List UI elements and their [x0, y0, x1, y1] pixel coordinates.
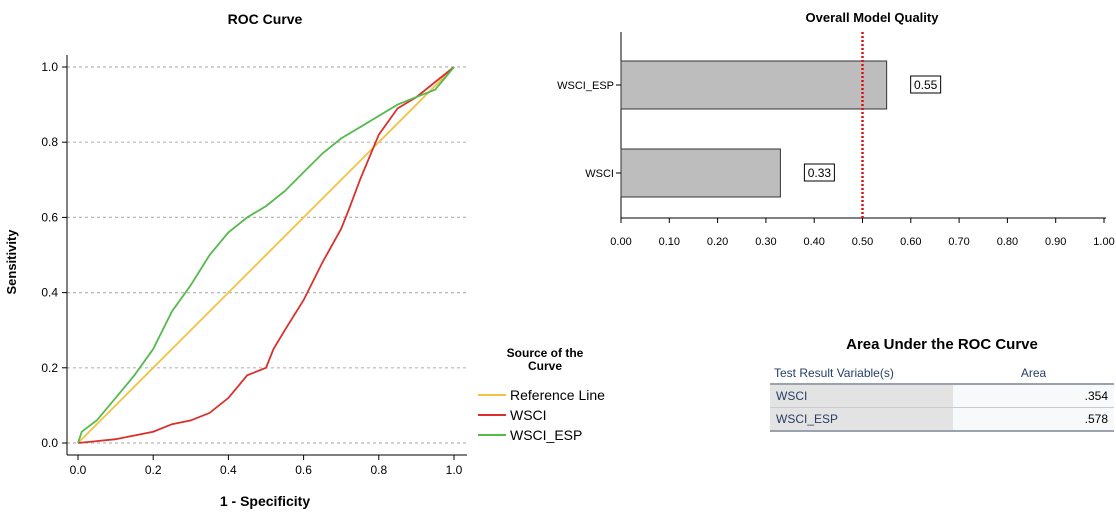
auc-area-cell: .354	[953, 384, 1114, 408]
roc-x-tick-label: 0.2	[145, 463, 162, 477]
auc-table: Test Result Variable(s) Area WSCI .354 W…	[770, 363, 1114, 432]
quality-x-tick-label: 0.90	[1045, 236, 1066, 248]
roc-y-tick-label: 0.2	[41, 361, 58, 375]
roc-series-wsci	[77, 66, 455, 444]
quality-title: Overall Model Quality	[806, 10, 940, 25]
bar	[620, 60, 888, 110]
auc-col-variable: Test Result Variable(s)	[770, 363, 953, 385]
table-row: WSCI .354	[770, 384, 1114, 408]
bar-value-label: 0.33	[808, 166, 832, 180]
roc-x-tick-label: 1.0	[446, 463, 463, 477]
roc-x-tick-label: 0.6	[295, 463, 312, 477]
auc-variable-cell: WSCI	[770, 384, 953, 408]
roc-x-tick-label: 0.0	[70, 463, 87, 477]
bar-value-label: 0.55	[914, 78, 938, 92]
auc-variable-cell: WSCI_ESP	[770, 407, 953, 432]
roc-y-tick-label: 0.4	[41, 286, 58, 300]
roc-x-axis-title: 1 - Specificity	[220, 493, 310, 509]
legend-title-line1: Source of the	[507, 346, 584, 360]
roc-x-tick-label: 0.8	[370, 463, 387, 477]
roc-chart: ROC Curve Sensitivity 1 - Specificity 0.…	[4, 11, 605, 509]
quality-x-tick-label: 0.10	[659, 236, 680, 248]
auc-panel: Area Under the ROC Curve Test Result Var…	[770, 336, 1114, 432]
quality-x-tick-label: 1.00	[1093, 236, 1114, 248]
bar-value-box	[803, 163, 835, 182]
roc-title: ROC Curve	[228, 11, 303, 27]
bar-value-box	[910, 75, 942, 94]
roc-x-tick-label: 0.4	[220, 463, 237, 477]
quality-x-tick-label: 0.30	[755, 236, 776, 248]
roc-y-tick-label: 0.8	[41, 135, 58, 149]
quality-x-tick-label: 0.70	[948, 236, 969, 248]
table-row: WSCI_ESP .578	[770, 407, 1114, 432]
roc-series-reference-line	[77, 66, 455, 444]
legend-title-line2: Curve	[528, 359, 562, 373]
auc-area-cell: .578	[953, 407, 1114, 432]
quality-x-tick-label: 0.40	[803, 236, 824, 248]
auc-col-area: Area	[953, 363, 1114, 385]
auc-title: Area Under the ROC Curve	[846, 336, 1038, 353]
quality-x-tick-label: 0.60	[900, 236, 921, 248]
roc-y-axis-title: Sensitivity	[4, 229, 19, 295]
roc-y-tick-label: 1.0	[41, 60, 58, 74]
legend-entry-label: WSCI_ESP	[510, 427, 582, 443]
roc-y-tick-label: 0.6	[41, 210, 58, 224]
quality-x-tick-label: 0.50	[852, 236, 873, 248]
legend-entry-label: WSCI	[510, 407, 547, 423]
quality-x-tick-label: 0.20	[707, 236, 728, 248]
quality-x-tick-label: 0.80	[997, 236, 1018, 248]
roc-y-tick-label: 0.0	[41, 436, 58, 450]
legend-entry-label: Reference Line	[510, 387, 605, 403]
bar	[620, 148, 781, 198]
roc-series-wsci-esp	[77, 66, 455, 444]
auc-header-row: Test Result Variable(s) Area	[770, 363, 1114, 385]
